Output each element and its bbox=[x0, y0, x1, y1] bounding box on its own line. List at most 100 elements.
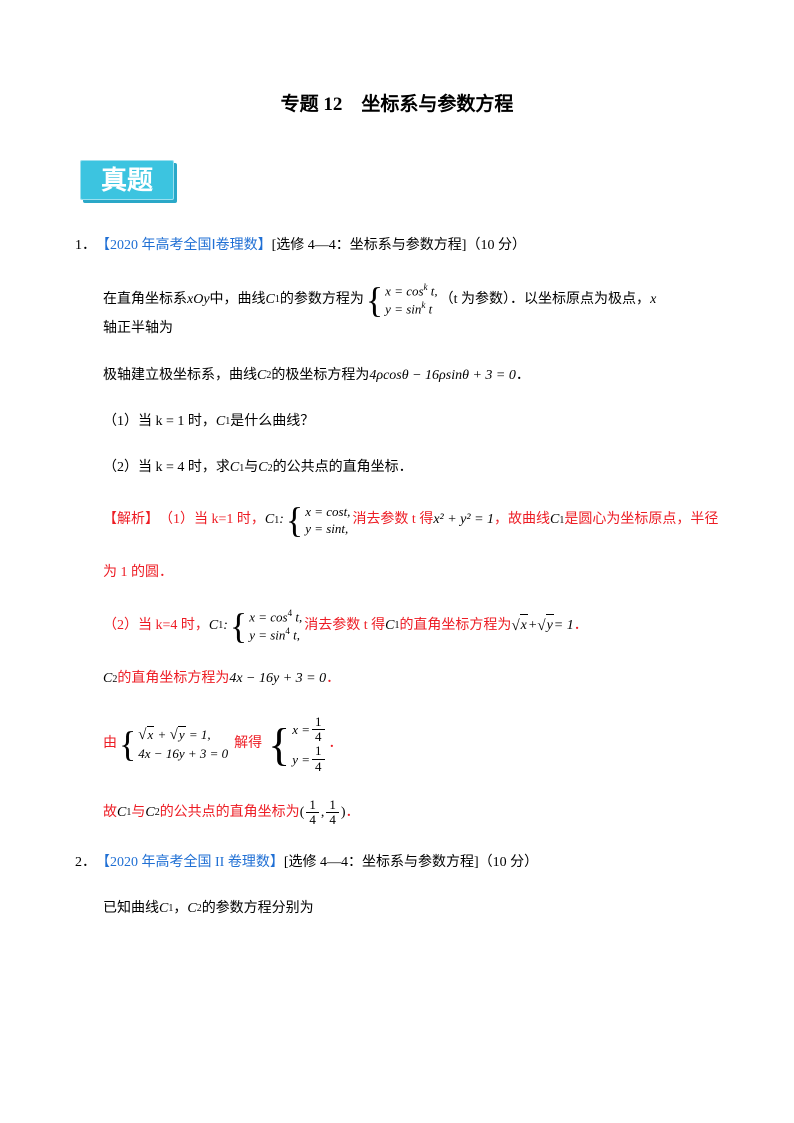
plus: + bbox=[528, 615, 537, 637]
math-c: C bbox=[550, 509, 559, 531]
comma: , bbox=[321, 802, 325, 824]
math-c: C bbox=[258, 457, 267, 479]
eq: t, bbox=[428, 283, 438, 298]
text: 与 bbox=[244, 457, 258, 479]
system-eq: { √x + √y = 1, 4x − 16y + 3 = 0 bbox=[119, 726, 228, 762]
dot: ． bbox=[346, 802, 360, 824]
plus: + bbox=[158, 727, 170, 742]
text: 的参数方程分别为 bbox=[202, 898, 314, 920]
eq: t, bbox=[290, 628, 300, 643]
q1-sub2: （2）当 k = 4 时，求 C1 与 C2 的公共点的直角坐标． bbox=[75, 457, 719, 479]
q2-num: 2． bbox=[75, 852, 96, 874]
text: 轴正半轴为 bbox=[103, 318, 173, 340]
text: 极轴建立极坐标系，曲线 bbox=[103, 365, 257, 387]
eq: = 1, bbox=[189, 727, 211, 742]
text: 的公共点的直角坐标． bbox=[273, 457, 413, 479]
text: ． bbox=[516, 365, 530, 387]
math-c: C bbox=[257, 365, 266, 387]
text: 消去参数 t 得 bbox=[304, 615, 385, 637]
line-eq: 4x − 16y + 3 = 0 bbox=[229, 668, 326, 690]
q2-para1: 已知曲线 C1 ， C2 的参数方程分别为 bbox=[75, 898, 719, 920]
text: （2）当 k=4 时， bbox=[103, 615, 209, 637]
text: 的参数方程为 bbox=[280, 289, 364, 311]
text: 与 bbox=[131, 802, 145, 824]
question-1: 1． 【2020 年高考全国Ⅰ卷理数】 [选修 4—4：坐标系与参数方程]（10… bbox=[75, 235, 719, 827]
arg: y bbox=[178, 726, 186, 744]
text: 已知曲线 bbox=[103, 898, 159, 920]
lparen: ( bbox=[300, 802, 305, 824]
math-xoy: xOy bbox=[187, 289, 210, 311]
text: 解得 bbox=[234, 733, 262, 755]
text: 的极坐标方程为 bbox=[271, 365, 369, 387]
eq: t, bbox=[292, 609, 302, 624]
eq: 4x − 16y + 3 = 0 bbox=[138, 746, 228, 763]
text: （1）当 k = 1 时， bbox=[103, 411, 216, 433]
eq: y = sin bbox=[385, 301, 421, 316]
math-c: C bbox=[117, 802, 126, 824]
math-c: C bbox=[159, 898, 168, 920]
math-c: C bbox=[266, 289, 275, 311]
eq: x = bbox=[292, 723, 310, 736]
text: （t 为参数）．以坐标原点为极点， bbox=[440, 289, 650, 311]
q2-tag: [选修 4—4：坐标系与参数方程]（10 分） bbox=[284, 852, 538, 874]
eq: t bbox=[425, 301, 432, 316]
dot: ． bbox=[574, 615, 588, 637]
math-x: x bbox=[650, 289, 656, 311]
arg: y bbox=[546, 614, 554, 637]
eq: x = cos bbox=[385, 283, 423, 298]
den: 4 bbox=[312, 760, 325, 774]
q1-para1: 在直角坐标系 xOy 中，曲线 C1 的参数方程为 { x = cosk t, … bbox=[75, 282, 719, 341]
q1-sol5: 故 C1 与 C2 的公共点的直角坐标为 ( 14 , 14 ) ． bbox=[75, 798, 719, 828]
q1-source: 【2020 年高考全国Ⅰ卷理数】 bbox=[96, 235, 272, 257]
text: 是圆心为坐标原点，半径 bbox=[564, 509, 718, 531]
q1-sol2: （2）当 k=4 时， C1 : { x = cos4 t, y = sin4 … bbox=[75, 608, 719, 644]
eq: y = bbox=[292, 753, 310, 766]
q1-tag: [选修 4—4：坐标系与参数方程]（10 分） bbox=[272, 235, 526, 257]
circle-eq: x² + y² = 1 bbox=[433, 509, 494, 531]
math-c: C bbox=[103, 668, 112, 690]
q1-num: 1． bbox=[75, 235, 96, 257]
text: 中，曲线 bbox=[210, 289, 266, 311]
colon: : bbox=[223, 615, 228, 637]
q1-para2: 极轴建立极坐标系，曲线 C2 的极坐标方程为 4ρcosθ − 16ρsinθ … bbox=[75, 365, 719, 387]
text: 消去参数 t 得 bbox=[352, 509, 433, 531]
q2-source: 【2020 年高考全国 II 卷理数】 bbox=[96, 852, 284, 874]
arg: x bbox=[520, 614, 528, 637]
text: 在直角坐标系 bbox=[103, 289, 187, 311]
eq: y = sint, bbox=[305, 521, 350, 538]
text: 的直角坐标方程为 bbox=[117, 668, 229, 690]
math-c: C bbox=[216, 411, 225, 433]
den: 4 bbox=[326, 813, 339, 827]
text: （1）当 k=1 时， bbox=[159, 509, 265, 531]
text: 由 bbox=[103, 733, 117, 755]
solution-eq: { x = 14 y = 14 bbox=[268, 715, 326, 774]
math-c: C bbox=[385, 615, 394, 637]
den: 4 bbox=[306, 813, 319, 827]
q2-header: 2． 【2020 年高考全国 II 卷理数】 [选修 4—4：坐标系与参数方程]… bbox=[75, 852, 719, 874]
q1-sol4: 由 { √x + √y = 1, 4x − 16y + 3 = 0 解得 { x… bbox=[75, 715, 719, 774]
eq: = 1 bbox=[554, 615, 574, 637]
math-c: C bbox=[265, 509, 274, 531]
num: 1 bbox=[312, 715, 325, 730]
param-eq-1: { x = cosk t, y = sink t bbox=[366, 282, 438, 318]
math-c: C bbox=[145, 802, 154, 824]
arg: x bbox=[147, 726, 155, 744]
question-2: 2． 【2020 年高考全国 II 卷理数】 [选修 4—4：坐标系与参数方程]… bbox=[75, 852, 719, 921]
text: 为 1 的圆． bbox=[103, 562, 173, 584]
q1-sol1b: 为 1 的圆． bbox=[75, 562, 719, 584]
text: （2）当 k = 4 时，求 bbox=[103, 457, 230, 479]
text: ，故曲线 bbox=[494, 509, 550, 531]
sol-eq-1: { x = cost, y = sint, bbox=[286, 504, 351, 538]
text: ， bbox=[173, 898, 187, 920]
num: 1 bbox=[326, 798, 339, 813]
page-title: 专题 12 坐标系与参数方程 bbox=[75, 90, 719, 120]
dot: ． bbox=[329, 733, 343, 755]
q1-sol1: 【解析】 （1）当 k=1 时， C1 : { x = cost, y = si… bbox=[75, 504, 719, 538]
eq: x = cos bbox=[249, 609, 287, 624]
eq: y = sin bbox=[249, 628, 285, 643]
q1-sub1: （1）当 k = 1 时， C1 是什么曲线？ bbox=[75, 411, 719, 433]
text: 故 bbox=[103, 802, 117, 824]
dot: ． bbox=[326, 668, 340, 690]
math-c: C bbox=[187, 898, 196, 920]
q1-sol3: C2 的直角坐标方程为 4x − 16y + 3 = 0 ． bbox=[75, 668, 719, 690]
